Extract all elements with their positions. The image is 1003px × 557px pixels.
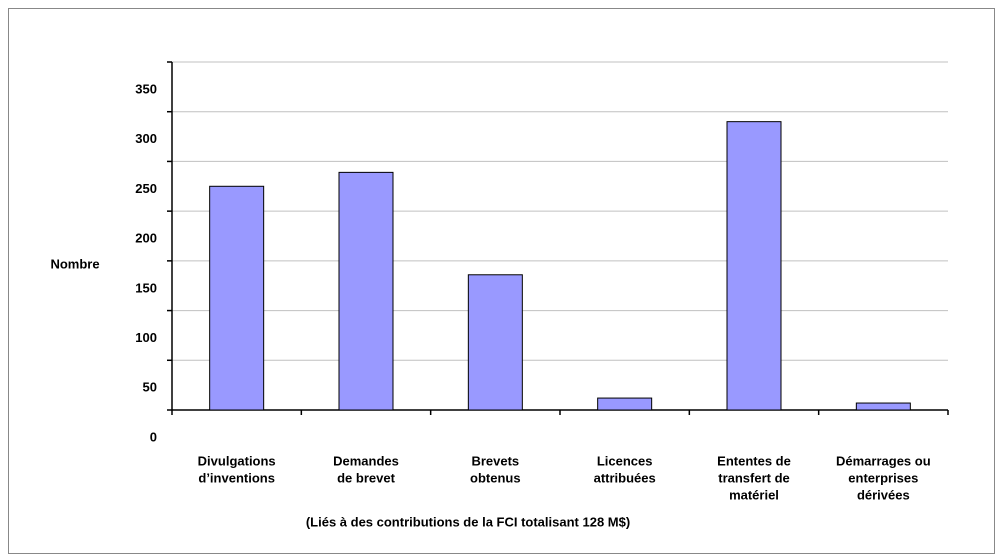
x-tick-label: transfert de xyxy=(718,470,790,485)
bar xyxy=(338,171,394,411)
y-tick-label: 350 xyxy=(135,81,157,96)
x-tick-label: Demandes xyxy=(333,453,399,468)
x-tick-label: attribuées xyxy=(594,470,656,485)
bar xyxy=(855,402,911,411)
bar xyxy=(467,274,523,411)
y-tick-label: 300 xyxy=(135,131,157,146)
y-tick-label: 50 xyxy=(143,380,157,395)
x-tick-label: matériel xyxy=(729,487,779,502)
y-tick-label: 100 xyxy=(135,330,157,345)
x-tick-label: Licences xyxy=(597,453,653,468)
y-tick-label: 250 xyxy=(135,181,157,196)
x-tick-label: Démarrages ou xyxy=(836,453,931,468)
x-tick-label: de brevet xyxy=(337,470,395,485)
x-tick-label: Ententes de xyxy=(717,453,791,468)
x-tick-label: obtenus xyxy=(470,470,521,485)
y-axis-title: Nombre xyxy=(50,256,99,271)
bar xyxy=(597,397,653,411)
x-tick-label: Divulgations xyxy=(198,453,276,468)
y-tick-label: 150 xyxy=(135,280,157,295)
y-tick-label: 200 xyxy=(135,231,157,246)
y-tick-label: 0 xyxy=(150,429,157,444)
x-tick-label: d’inventions xyxy=(198,470,275,485)
x-tick-label: Brevets xyxy=(471,453,519,468)
bar xyxy=(726,121,782,411)
x-axis-title: (Liés à des contributions de la FCI tota… xyxy=(306,514,630,529)
x-tick-label: dérivées xyxy=(857,487,910,502)
bar xyxy=(209,185,265,411)
x-tick-label: enterprises xyxy=(848,470,918,485)
